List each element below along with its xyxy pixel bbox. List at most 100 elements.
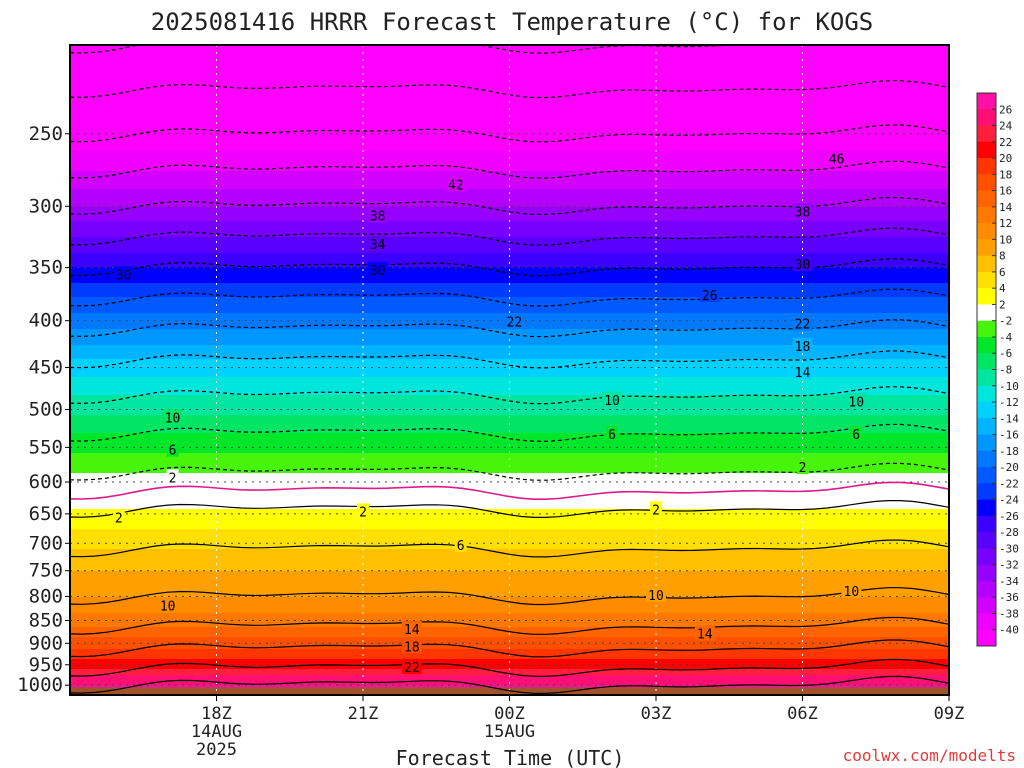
field-band bbox=[70, 153, 949, 156]
y-tick-label: 1000 bbox=[17, 674, 63, 696]
field-band bbox=[70, 295, 949, 298]
field-band bbox=[70, 349, 949, 352]
contour-label-bg bbox=[699, 287, 720, 303]
contour-label-bg bbox=[602, 391, 623, 407]
field-band bbox=[70, 659, 949, 662]
field-band bbox=[70, 119, 949, 122]
field-band bbox=[70, 669, 949, 672]
field-band bbox=[70, 617, 949, 620]
field-band bbox=[70, 267, 949, 270]
field-band bbox=[70, 123, 949, 126]
contour-label: 2 bbox=[799, 461, 807, 476]
field-band bbox=[70, 587, 949, 590]
colorbar-swatch bbox=[977, 336, 996, 354]
field-band bbox=[70, 509, 949, 512]
colorbar-swatch bbox=[977, 174, 996, 192]
field-band bbox=[70, 85, 949, 88]
field-band bbox=[70, 525, 949, 528]
colorbar-swatch bbox=[977, 304, 996, 322]
colorbar-swatch bbox=[977, 434, 996, 452]
field-band bbox=[70, 375, 949, 378]
contour-label-bg bbox=[113, 266, 134, 282]
field-band bbox=[70, 637, 949, 640]
field-band bbox=[70, 151, 949, 154]
field-band bbox=[70, 245, 949, 248]
field-band bbox=[70, 441, 949, 444]
contour-label-bg bbox=[694, 625, 715, 641]
contour-label: 2 bbox=[359, 505, 367, 520]
field-band bbox=[70, 489, 949, 492]
field-band bbox=[70, 195, 949, 198]
field-band bbox=[70, 291, 949, 294]
credit-text: coolwx.com/modelts bbox=[843, 746, 1016, 765]
colorbar-swatch bbox=[977, 564, 996, 582]
field-band bbox=[70, 557, 949, 560]
field-band bbox=[70, 147, 949, 150]
contour-label: 10 bbox=[165, 411, 181, 426]
isotherm-line bbox=[70, 658, 949, 677]
field-band bbox=[70, 657, 949, 660]
field-band bbox=[70, 497, 949, 500]
colorbar-tick-label: -34 bbox=[999, 575, 1019, 588]
field-band bbox=[70, 449, 949, 452]
field-band bbox=[70, 503, 949, 506]
field-band bbox=[70, 203, 949, 206]
contour-label-bg bbox=[157, 597, 178, 613]
isotherm-line bbox=[70, 386, 949, 405]
field-band bbox=[70, 519, 949, 522]
colorbar-tick-label: 18 bbox=[999, 168, 1012, 181]
colorbar-swatch bbox=[977, 125, 996, 143]
field-band bbox=[70, 655, 949, 658]
field-band bbox=[70, 281, 949, 284]
contour-label: 18 bbox=[795, 340, 811, 355]
field-band bbox=[70, 413, 949, 416]
colorbar-swatch bbox=[977, 239, 996, 257]
field-band bbox=[70, 383, 949, 386]
field-band bbox=[70, 363, 949, 366]
field-band bbox=[70, 469, 949, 472]
field-band bbox=[70, 379, 949, 382]
y-tick-label: 850 bbox=[29, 610, 63, 632]
field-band bbox=[70, 551, 949, 554]
contour-label: 38 bbox=[795, 206, 811, 221]
contour-label-bg bbox=[445, 176, 466, 192]
isotherm-line bbox=[70, 616, 949, 635]
field-band bbox=[70, 207, 949, 210]
field-band bbox=[70, 175, 949, 178]
colorbar-tick-label: -6 bbox=[999, 347, 1012, 360]
field-band bbox=[70, 523, 949, 526]
field-band bbox=[70, 405, 949, 408]
colorbar-tick-label: 26 bbox=[999, 103, 1012, 116]
field-band bbox=[70, 609, 949, 612]
field-band bbox=[70, 585, 949, 588]
field-band bbox=[70, 385, 949, 388]
field-band bbox=[70, 455, 949, 458]
x-tick-label: 15AUG bbox=[484, 722, 535, 742]
field-band bbox=[70, 679, 949, 682]
colorbar-swatch bbox=[977, 141, 996, 159]
colorbar-swatch bbox=[977, 467, 996, 484]
x-axis-title: Forecast Time (UTC) bbox=[396, 746, 625, 768]
field-band bbox=[70, 393, 949, 396]
field-band bbox=[70, 403, 949, 406]
colorbar-swatch bbox=[977, 385, 996, 403]
contour-label-bg bbox=[112, 509, 125, 525]
colorbar-tick-label: 20 bbox=[999, 152, 1012, 165]
field-band bbox=[70, 301, 949, 304]
colorbar-swatch bbox=[977, 532, 996, 549]
chart-title: 2025081416 HRRR Forecast Temperature (°C… bbox=[151, 8, 873, 36]
colorbar-tick-label: -8 bbox=[999, 364, 1012, 377]
field-band bbox=[70, 613, 949, 616]
colorbar-swatch bbox=[977, 109, 996, 127]
x-tick-label: 21Z bbox=[348, 704, 379, 724]
colorbar-swatch bbox=[977, 613, 996, 631]
field-band bbox=[70, 271, 949, 274]
contour-label: 2 bbox=[169, 471, 177, 486]
field-band bbox=[70, 561, 949, 564]
field-band bbox=[70, 217, 949, 220]
field-band bbox=[70, 665, 949, 668]
field-band bbox=[70, 621, 949, 624]
field-band bbox=[70, 329, 949, 332]
field-band bbox=[70, 61, 949, 64]
